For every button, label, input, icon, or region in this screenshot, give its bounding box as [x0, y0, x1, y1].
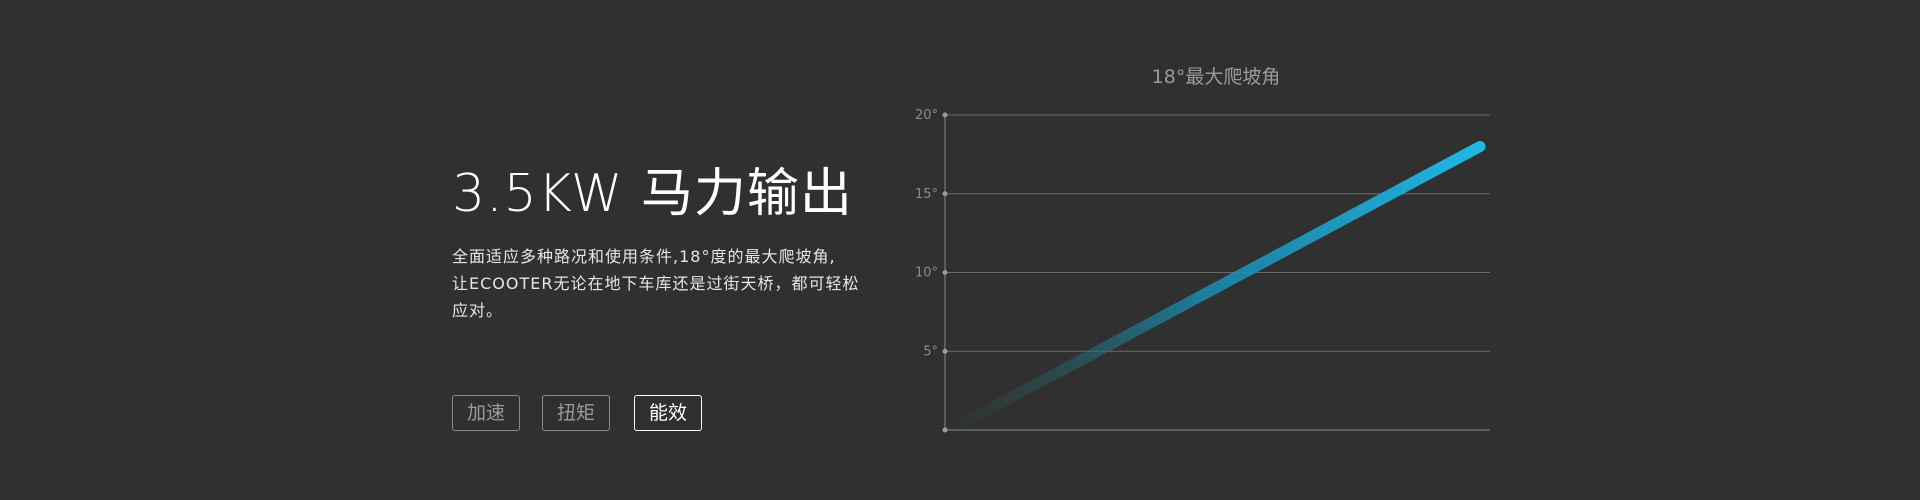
description-line: 让ECOOTER无论在地下车库还是过街天桥，都可轻松 — [452, 274, 860, 293]
climb-angle-series-line — [959, 141, 1486, 428]
description-line: 应对。 — [452, 301, 504, 320]
tab-efficiency[interactable]: 能效 — [634, 395, 702, 431]
tick-dot — [942, 270, 948, 275]
y-tick-label: 20° — [915, 108, 938, 123]
feature-description: 全面适应多种路况和使用条件,18°度的最大爬坡角, 让ECOOTER无论在地下车… — [452, 243, 882, 324]
y-tick-label: 10° — [915, 266, 938, 281]
tick-dot — [942, 112, 948, 118]
description-line: 全面适应多种路况和使用条件,18°度的最大爬坡角, — [452, 247, 836, 266]
origin-dot — [942, 427, 948, 433]
tab-torque[interactable]: 扭矩 — [542, 395, 610, 431]
tick-dot — [942, 191, 948, 197]
chart-title: 18°最大爬坡角 — [1152, 66, 1281, 88]
y-tick-label: 5° — [923, 344, 938, 359]
tab-acceleration[interactable]: 加速 — [452, 395, 520, 431]
tick-dot — [942, 348, 948, 354]
y-tick-label: 15° — [915, 187, 938, 202]
feature-heading: 3.5KW 马力输出 — [452, 164, 853, 224]
